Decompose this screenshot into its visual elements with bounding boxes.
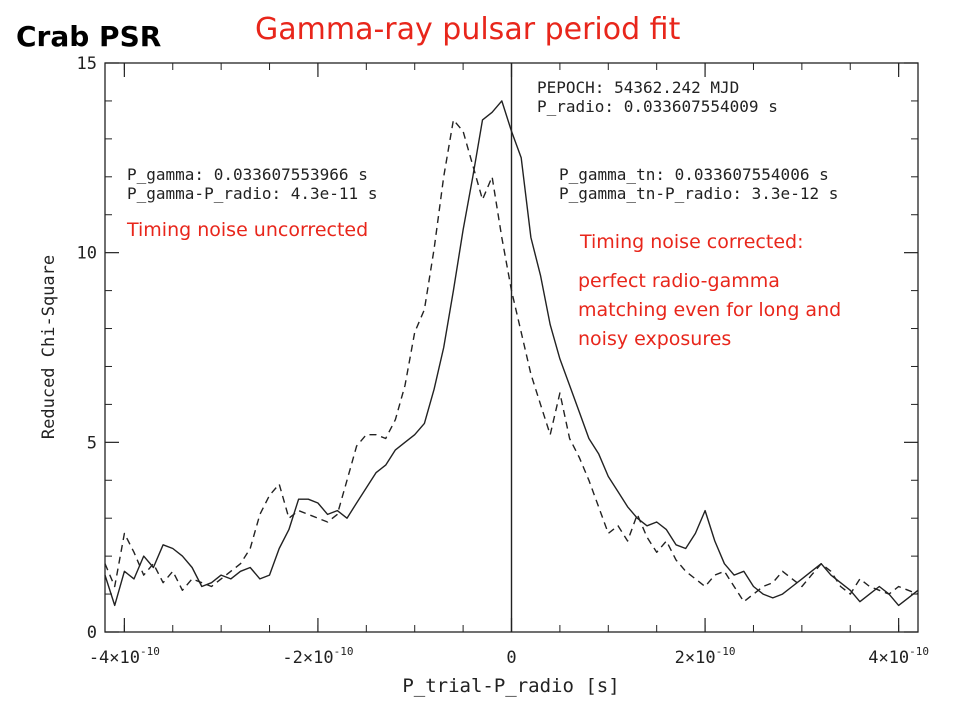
x-tick-mantissa: -2×10 <box>282 648 333 668</box>
x-tick-exponent: -10 <box>334 645 354 658</box>
y-tick-label: 15 <box>77 54 97 74</box>
p-gamma-annotation: P_gamma: 0.033607553966 s <box>127 165 368 184</box>
corrected-note: Timing noise corrected: <box>579 231 803 253</box>
x-tick-mantissa: 0 <box>506 648 516 668</box>
uncorrected-note: Timing noise uncorrected <box>126 219 368 241</box>
corrected-detail-line-1: perfect radio-gamma <box>578 270 780 292</box>
source-label: Crab PSR <box>16 20 162 53</box>
x-tick-label: -2×10-10 <box>282 645 353 668</box>
p-gamma-tn-diff-annotation: P_gamma_tn-P_radio: 3.3e-12 s <box>559 184 838 203</box>
x-tick-exponent: -10 <box>140 645 160 658</box>
pepoch-annotation: PEPOCH: 54362.242 MJD <box>537 78 739 97</box>
x-tick-label: 4×10-10 <box>868 645 929 668</box>
x-tick-exponent: -10 <box>716 645 736 658</box>
chart-title: Gamma-ray pulsar period fit <box>255 12 681 47</box>
p-gamma-tn-annotation: P_gamma_tn: 0.033607554006 s <box>559 165 829 184</box>
p-gamma-diff-annotation: P_gamma-P_radio: 4.3e-11 s <box>127 184 377 203</box>
x-tick-exponent: -10 <box>909 645 929 658</box>
x-tick-label: 2×10-10 <box>675 645 736 668</box>
corrected-detail-line-3: noisy exposures <box>578 328 731 350</box>
x-tick-mantissa: 4×10 <box>868 648 909 668</box>
y-axis-label: Reduced Chi-Square <box>39 255 59 439</box>
corrected-detail-line-2: matching even for long and <box>578 299 841 321</box>
y-tick-label: 0 <box>87 623 97 643</box>
x-tick-mantissa: -4×10 <box>89 648 140 668</box>
x-tick-label: 0 <box>506 648 516 668</box>
p-radio-annotation: P_radio: 0.033607554009 s <box>537 97 778 116</box>
x-axis-label: P_trial-P_radio [s] <box>402 675 619 697</box>
x-tick-label: -4×10-10 <box>89 645 160 668</box>
x-tick-mantissa: 2×10 <box>675 648 716 668</box>
y-tick-label: 10 <box>77 244 97 264</box>
series-solid-line <box>104 100 919 607</box>
series-dashed-line <box>104 119 919 603</box>
y-tick-label: 5 <box>87 433 97 453</box>
